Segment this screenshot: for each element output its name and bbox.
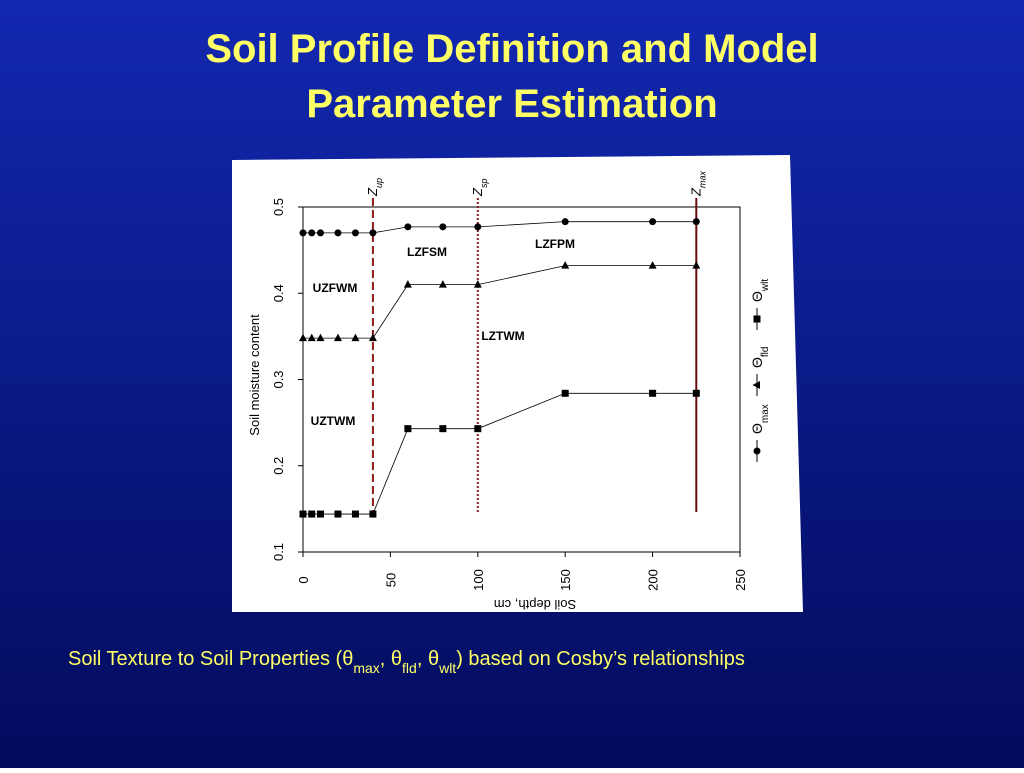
caption-text: Soil Texture to Soil Properties (θ bbox=[68, 648, 353, 670]
point bbox=[439, 425, 447, 433]
point bbox=[299, 333, 307, 342]
label-sub: up bbox=[374, 178, 384, 188]
legend-sub: wlt bbox=[760, 279, 771, 292]
caption-subscript: fld bbox=[402, 660, 417, 676]
y-axis-label: Soil moisture content bbox=[247, 314, 262, 436]
caption: Soil Texture to Soil Properties (θmax, θ… bbox=[68, 648, 745, 676]
y-tick-label: 0.4 bbox=[271, 284, 286, 302]
x-tick-label: 100 bbox=[471, 569, 486, 591]
legend-main: Θ bbox=[749, 423, 765, 434]
point bbox=[561, 261, 570, 269]
annotation: UZTWM bbox=[311, 414, 356, 428]
point bbox=[299, 510, 307, 518]
chart: LZFSM LZFPM UZFWM LZTWM UZTWM Soil moist… bbox=[247, 171, 771, 612]
point bbox=[561, 389, 569, 397]
annotation: UZFWM bbox=[313, 281, 358, 295]
slide-title: Soil Profile Definition and Model bbox=[205, 27, 818, 71]
point bbox=[351, 229, 359, 237]
point bbox=[404, 223, 412, 231]
chart-panel bbox=[232, 155, 803, 612]
x-axis-label: Soil depth, cm bbox=[494, 597, 576, 612]
legend-sub: max bbox=[760, 404, 771, 423]
annotation: LZTWM bbox=[481, 329, 524, 343]
point bbox=[334, 229, 342, 237]
point bbox=[753, 447, 761, 455]
point bbox=[316, 510, 324, 518]
point bbox=[561, 218, 569, 226]
y-tick-label: 0.3 bbox=[271, 370, 286, 388]
x-tick-label: 50 bbox=[383, 573, 398, 587]
y-tick-label: 0.2 bbox=[271, 457, 286, 475]
point bbox=[299, 229, 307, 237]
annotation: LZFSM bbox=[407, 245, 447, 259]
caption-text: , θ bbox=[380, 648, 402, 670]
caption-subscript: max bbox=[353, 660, 379, 676]
point bbox=[351, 333, 360, 342]
x-tick-label: 250 bbox=[733, 569, 748, 591]
point bbox=[649, 218, 657, 226]
caption-text: , θ bbox=[417, 648, 439, 670]
legend-label: Θwlt bbox=[749, 279, 771, 302]
point bbox=[316, 333, 325, 342]
x-tick-label: 200 bbox=[646, 569, 661, 591]
label-main: Z bbox=[688, 187, 703, 197]
point bbox=[692, 389, 700, 397]
point bbox=[403, 280, 412, 288]
x-tick-label: 0 bbox=[296, 576, 311, 583]
point bbox=[438, 280, 447, 288]
point bbox=[369, 510, 377, 518]
point bbox=[692, 261, 701, 269]
point bbox=[648, 261, 657, 269]
caption-text: ) based on Cosby’s relationships bbox=[456, 648, 745, 670]
depth-line-label: Zsp bbox=[470, 179, 489, 197]
label-main: Z bbox=[470, 187, 485, 197]
point bbox=[752, 381, 760, 389]
caption-subscript: wlt bbox=[438, 660, 456, 676]
depth-line-label: Zup bbox=[365, 178, 384, 197]
point bbox=[474, 425, 482, 433]
label-sub: sp bbox=[479, 179, 489, 189]
point bbox=[692, 218, 700, 226]
point bbox=[473, 280, 482, 288]
annotation: LZFPM bbox=[535, 237, 575, 251]
point bbox=[308, 229, 316, 237]
point bbox=[307, 333, 316, 342]
legend-label: Θmax bbox=[749, 404, 771, 434]
y-tick-label: 0.1 bbox=[271, 543, 286, 561]
legend-main: Θ bbox=[749, 357, 765, 368]
point bbox=[334, 510, 342, 518]
legend-label: Θfld bbox=[749, 347, 771, 368]
point bbox=[649, 389, 657, 397]
point bbox=[316, 229, 324, 237]
label-main: Z bbox=[365, 187, 380, 197]
point bbox=[439, 223, 447, 231]
point bbox=[474, 223, 482, 231]
point bbox=[369, 229, 377, 237]
depth-line-label: Zmax bbox=[688, 171, 707, 197]
point bbox=[368, 333, 377, 342]
point bbox=[308, 510, 316, 518]
point bbox=[333, 333, 342, 342]
label-sub: max bbox=[697, 171, 707, 189]
legend-main: Θ bbox=[749, 291, 765, 302]
y-tick-label: 0.5 bbox=[271, 198, 286, 216]
x-tick-label: 150 bbox=[558, 569, 573, 591]
point bbox=[753, 315, 761, 323]
point bbox=[404, 425, 412, 433]
point bbox=[351, 510, 359, 518]
slide-title: Parameter Estimation bbox=[306, 82, 717, 126]
legend-sub: fld bbox=[760, 347, 771, 358]
